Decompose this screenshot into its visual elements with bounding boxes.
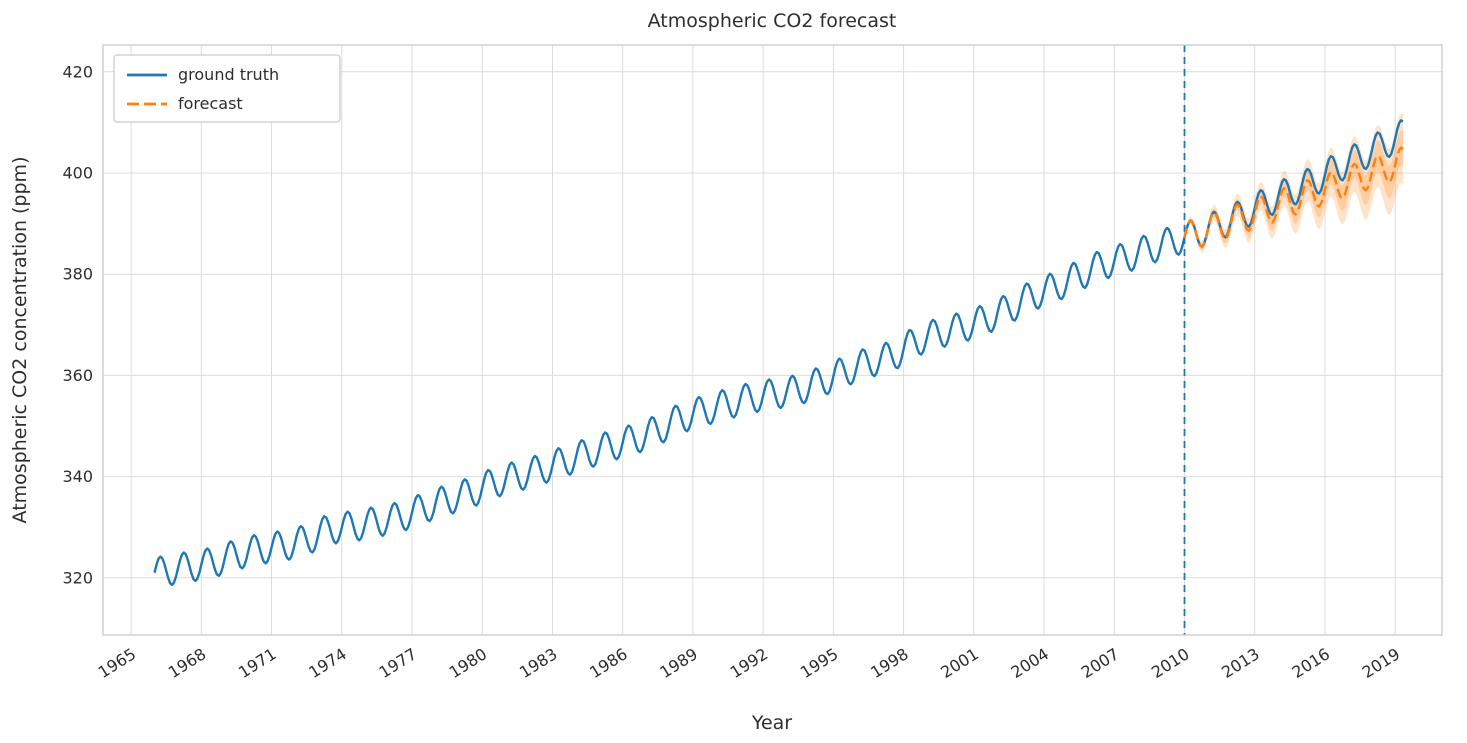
x-tick-label: 1977: [376, 644, 421, 682]
x-tick-label: 1968: [165, 644, 210, 682]
plot-area: [103, 45, 1442, 635]
x-tick-label: 1983: [516, 644, 561, 682]
x-tick-label: 1995: [797, 644, 842, 682]
x-tick-label: 2010: [1148, 644, 1193, 682]
y-tick-label: 380: [62, 265, 93, 284]
x-tick-label: 1992: [727, 644, 772, 682]
legend-label-ground-truth: ground truth: [178, 65, 279, 84]
x-tick-label: 2001: [937, 644, 982, 682]
x-tick-label: 2013: [1218, 644, 1263, 682]
legend: ground truth forecast: [113, 54, 341, 123]
x-tick-label: 1998: [867, 644, 912, 682]
y-tick-label: 400: [62, 164, 93, 183]
y-tick-label: 340: [62, 467, 93, 486]
plot-group: [102, 44, 1443, 636]
x-tick-label: 1986: [586, 644, 631, 682]
y-axis-label: Atmospheric CO2 concentration (ppm): [9, 157, 31, 524]
chart-title: Atmospheric CO2 forecast: [648, 10, 897, 32]
x-tick-label: 2019: [1359, 644, 1404, 682]
axes-border: [102, 44, 1443, 636]
y-tick-label: 320: [62, 568, 93, 587]
x-tick-label: 1980: [446, 644, 491, 682]
legend-label-forecast: forecast: [178, 94, 243, 113]
x-tick-label: 1965: [95, 644, 140, 682]
y-tick-label: 360: [62, 366, 93, 385]
x-tick-label: 2007: [1078, 644, 1123, 682]
y-tick-label: 420: [62, 62, 93, 81]
ground-truth-line: [153, 119, 1404, 587]
x-tick-label: 2004: [1008, 644, 1053, 682]
legend-box: [113, 54, 341, 123]
x-tick-label: 1989: [656, 644, 701, 682]
x-tick-label: 1974: [305, 644, 350, 682]
x-tick-label: 1971: [235, 644, 280, 682]
x-tick-label: 2016: [1289, 644, 1334, 682]
forecast-line: [1183, 146, 1404, 249]
x-axis-label: Year: [751, 712, 792, 734]
